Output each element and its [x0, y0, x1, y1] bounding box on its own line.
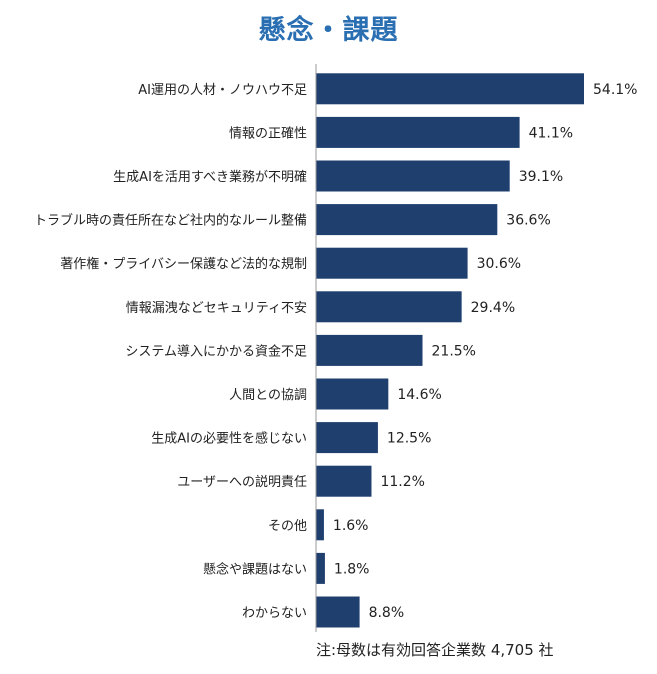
value-label: 8.8% [369, 605, 405, 621]
footnote: 注:母数は有効回答企業数 4,705 社 [316, 641, 554, 659]
bar [316, 247, 468, 279]
category-label: その他 [268, 519, 307, 534]
value-label: 39.1% [519, 169, 563, 185]
bar [316, 422, 378, 454]
bar [316, 378, 389, 410]
category-label: 懸念や課題はない [203, 561, 307, 577]
value-label: 30.6% [477, 256, 521, 272]
value-label: 12.5% [387, 431, 431, 447]
category-label: 情報漏洩などセキュリティ不安 [126, 300, 307, 316]
category-label: 人間との協調 [229, 388, 307, 403]
bar [316, 73, 584, 105]
value-label: 1.8% [334, 561, 370, 577]
value-label: 14.6% [397, 387, 441, 403]
category-label: トラブル時の責任所在など社内的なルール整備 [34, 213, 307, 229]
category-label: ユーザーへの説明責任 [177, 474, 307, 490]
category-label: 生成AIの必要性を感じない [151, 431, 307, 447]
value-label: 36.6% [506, 213, 550, 229]
value-label: 54.1% [593, 82, 637, 98]
value-label: 29.4% [471, 300, 515, 316]
category-label: システム導入にかかる資金不足 [125, 343, 307, 359]
bar [316, 552, 325, 584]
category-label: 情報の正確性 [229, 125, 307, 141]
chart-title: 懸念・課題 [258, 15, 399, 46]
bar [316, 204, 498, 236]
category-label: AI運用の人材・ノウハウ不足 [138, 83, 307, 98]
bar [316, 465, 372, 497]
category-label: わからない [242, 606, 307, 621]
value-label: 11.2% [380, 474, 424, 490]
value-label: 1.6% [333, 518, 369, 534]
value-label: 41.1% [529, 125, 573, 141]
bar [316, 160, 510, 192]
category-label: 著作権・プライバシー保護など法的な規制 [60, 256, 307, 272]
bar [316, 596, 360, 628]
category-label: 生成AIを活用すべき業務が不明確 [113, 169, 307, 185]
value-label: 21.5% [432, 343, 476, 359]
bar [316, 509, 324, 541]
bar [316, 291, 462, 323]
bar [316, 334, 423, 366]
bar [316, 116, 520, 148]
